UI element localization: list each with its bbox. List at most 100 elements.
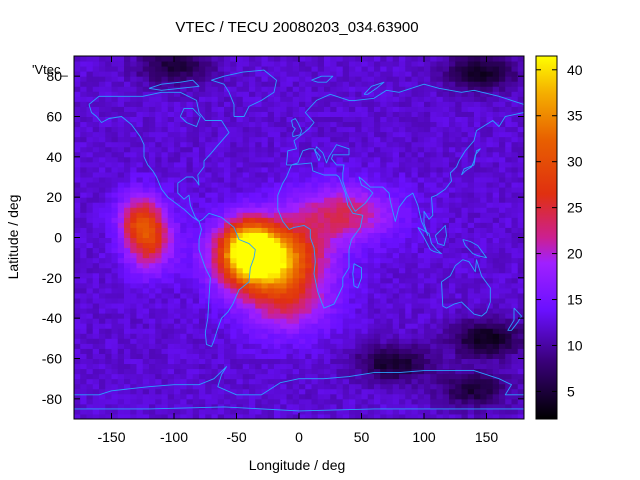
heatmap-cell — [80, 272, 87, 279]
heatmap-cell — [192, 318, 200, 324]
heatmap-cell — [92, 408, 100, 415]
heatmap-cell — [299, 323, 306, 329]
heatmap-cell — [117, 156, 125, 163]
heatmap-cell — [267, 383, 275, 390]
heatmap-cell — [455, 388, 462, 395]
heatmap-cell — [330, 413, 337, 420]
heatmap-cell — [86, 222, 94, 228]
heatmap-cell — [130, 171, 137, 178]
heatmap-cell — [99, 202, 106, 208]
heatmap-cell — [505, 388, 512, 395]
heatmap-cell — [280, 363, 287, 370]
heatmap-cell — [292, 212, 300, 218]
heatmap-cell — [92, 403, 100, 410]
heatmap-cell — [492, 328, 500, 334]
heatmap-cell — [174, 267, 181, 274]
heatmap-cell — [330, 287, 337, 294]
heatmap-cell — [299, 353, 306, 359]
heatmap-cell — [167, 71, 175, 77]
heatmap-cell — [461, 166, 469, 173]
heatmap-cell — [155, 313, 162, 319]
heatmap-cell — [74, 237, 81, 244]
heatmap-cell — [330, 217, 337, 223]
heatmap-cell — [86, 146, 94, 153]
heatmap-cell — [261, 242, 269, 249]
heatmap-cell — [111, 227, 119, 233]
heatmap-cell — [436, 212, 444, 218]
heatmap-cell — [180, 333, 187, 339]
heatmap-cell — [99, 136, 106, 143]
heatmap-cell — [155, 277, 162, 284]
heatmap-cell — [267, 308, 275, 314]
heatmap-cell — [99, 267, 106, 274]
heatmap-cell — [317, 146, 325, 153]
heatmap-cell — [186, 313, 194, 319]
heatmap-cell — [417, 333, 425, 339]
heatmap-cell — [424, 252, 431, 259]
heatmap-cell — [186, 373, 194, 380]
heatmap-cell — [74, 66, 81, 72]
heatmap-cell — [299, 71, 306, 77]
heatmap-cell — [499, 292, 506, 299]
heatmap-cell — [361, 232, 369, 238]
heatmap-cell — [361, 156, 369, 163]
heatmap-cell — [180, 398, 187, 405]
heatmap-cell — [486, 323, 494, 329]
heatmap-cell — [324, 328, 331, 334]
heatmap-cell — [474, 227, 481, 233]
heatmap-cell — [274, 96, 281, 102]
heatmap-cell — [86, 202, 94, 208]
heatmap-cell — [336, 131, 344, 138]
heatmap-cell — [80, 177, 87, 183]
heatmap-cell — [74, 353, 81, 359]
heatmap-cell — [74, 363, 81, 370]
heatmap-cell — [105, 272, 112, 279]
heatmap-cell — [399, 287, 406, 294]
heatmap-cell — [211, 272, 219, 279]
heatmap-cell — [217, 363, 225, 370]
heatmap-cell — [267, 222, 275, 228]
heatmap-cell — [417, 313, 425, 319]
heatmap-cell — [255, 323, 262, 329]
heatmap-cell — [111, 71, 119, 77]
heatmap-cell — [349, 298, 356, 304]
heatmap-cell — [386, 121, 394, 128]
heatmap-cell — [149, 267, 156, 274]
heatmap-cell — [492, 247, 500, 254]
heatmap-cell — [330, 111, 337, 117]
heatmap-cell — [386, 373, 394, 380]
heatmap-cell — [405, 303, 412, 309]
heatmap-cell — [367, 207, 375, 213]
heatmap-cell — [324, 348, 331, 354]
heatmap-cell — [255, 116, 262, 123]
heatmap-cell — [317, 222, 325, 228]
heatmap-cell — [430, 212, 437, 218]
heatmap-cell — [149, 378, 156, 385]
heatmap-cell — [442, 378, 450, 385]
heatmap-cell — [436, 378, 444, 385]
heatmap-cell — [261, 368, 269, 375]
heatmap-cell — [86, 292, 94, 299]
heatmap-cell — [130, 156, 137, 163]
heatmap-cell — [424, 187, 431, 193]
heatmap-cell — [486, 61, 494, 67]
heatmap-cell — [205, 272, 212, 279]
heatmap-cell — [492, 252, 500, 259]
heatmap-cell — [267, 71, 275, 77]
heatmap-cell — [149, 61, 156, 67]
heatmap-cell — [111, 262, 119, 269]
heatmap-cell — [499, 86, 506, 92]
heatmap-cell — [192, 247, 200, 254]
heatmap-cell — [449, 388, 456, 395]
heatmap-cell — [155, 76, 162, 82]
heatmap-cell — [442, 292, 450, 299]
heatmap-cell — [299, 272, 306, 279]
heatmap-cell — [380, 257, 387, 264]
heatmap-cell — [80, 171, 87, 178]
heatmap-cell — [192, 126, 200, 133]
heatmap-cell — [217, 136, 225, 143]
heatmap-cell — [80, 282, 87, 289]
heatmap-cell — [411, 247, 419, 254]
heatmap-cell — [336, 111, 344, 117]
heatmap-cell — [117, 76, 125, 82]
